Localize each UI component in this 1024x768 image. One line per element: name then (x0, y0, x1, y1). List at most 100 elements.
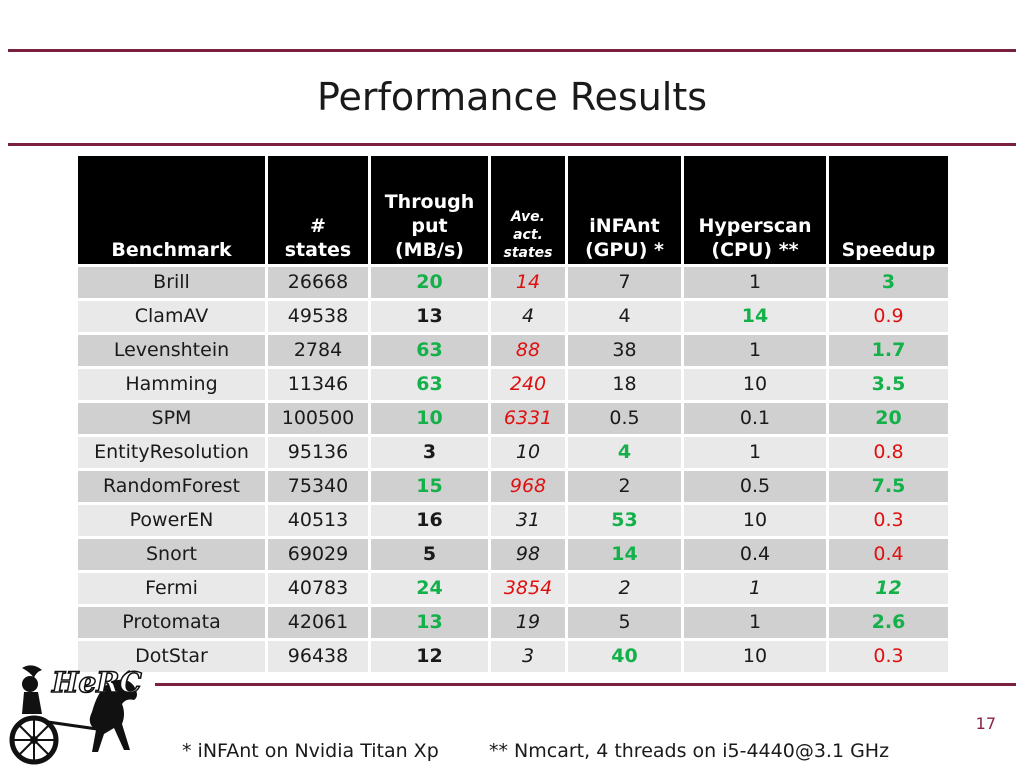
cell-hyperscan: 1 (681, 434, 829, 471)
logo-text: HeRC (51, 666, 143, 699)
cell-ave-act-states: 19 (488, 604, 568, 641)
cell-throughput: 63 (368, 332, 491, 369)
cell-states: 11346 (265, 366, 371, 403)
cell-benchmark: PowerEN (75, 502, 268, 539)
cell-hyperscan: 14 (681, 298, 829, 335)
footnote-gpu: * iNFAnt on Nvidia Titan Xp (182, 740, 439, 762)
cell-benchmark: ClamAV (75, 298, 268, 335)
page-number: 17 (975, 714, 996, 733)
cell-speedup: 0.4 (826, 536, 951, 573)
cell-speedup: 7.5 (826, 468, 951, 505)
cell-infant: 2 (565, 570, 684, 607)
cell-hyperscan: 1 (681, 604, 829, 641)
cell-speedup: 0.8 (826, 434, 951, 471)
cell-infant: 18 (565, 366, 684, 403)
cell-throughput: 20 (368, 264, 491, 301)
table-row: DotStar 96438 12 3 40 10 0.3 (75, 638, 951, 675)
top-rule (8, 49, 1016, 52)
cell-throughput: 24 (368, 570, 491, 607)
cell-infant: 4 (565, 298, 684, 335)
table-row: ClamAV 49538 13 4 4 14 0.9 (75, 298, 951, 335)
cell-infant: 38 (565, 332, 684, 369)
cell-throughput: 3 (368, 434, 491, 471)
cell-benchmark: EntityResolution (75, 434, 268, 471)
table-row: Fermi 40783 24 3854 2 1 12 (75, 570, 951, 607)
cell-infant: 7 (565, 264, 684, 301)
cell-states: 26668 (265, 264, 371, 301)
footnote-cpu: ** Nmcart, 4 threads on i5-4440@3.1 GHz (489, 740, 890, 762)
cell-states: 2784 (265, 332, 371, 369)
cell-speedup: 12 (826, 570, 951, 607)
cell-throughput: 5 (368, 536, 491, 573)
cell-states: 96438 (265, 638, 371, 675)
cell-states: 49538 (265, 298, 371, 335)
cell-speedup: 0.3 (826, 638, 951, 675)
cell-infant: 53 (565, 502, 684, 539)
cell-ave-act-states: 10 (488, 434, 568, 471)
cell-benchmark: RandomForest (75, 468, 268, 505)
herc-chariot-logo: HeRC (9, 665, 143, 765)
cell-speedup: 0.9 (826, 298, 951, 335)
performance-table: Benchmark # states Through put (MB/s) Ave. a… (75, 153, 951, 675)
cell-infant: 0.5 (565, 400, 684, 437)
cell-states: 40783 (265, 570, 371, 607)
cell-benchmark: Protomata (75, 604, 268, 641)
cell-throughput: 13 (368, 298, 491, 335)
cell-speedup: 0.3 (826, 502, 951, 539)
table-row: SPM 100500 10 6331 0.5 0.1 20 (75, 400, 951, 437)
header-states: # states (265, 153, 371, 267)
cell-benchmark: DotStar (75, 638, 268, 675)
cell-speedup: 3.5 (826, 366, 951, 403)
cell-ave-act-states: 14 (488, 264, 568, 301)
cell-ave-act-states: 6331 (488, 400, 568, 437)
cell-ave-act-states: 968 (488, 468, 568, 505)
cell-states: 69029 (265, 536, 371, 573)
header-ave-act-states: Ave. act. states (488, 153, 568, 267)
table-row: Hamming 11346 63 240 18 10 3.5 (75, 366, 951, 403)
cell-infant: 40 (565, 638, 684, 675)
cell-states: 75340 (265, 468, 371, 505)
cell-benchmark: Brill (75, 264, 268, 301)
cell-infant: 2 (565, 468, 684, 505)
cell-hyperscan: 10 (681, 502, 829, 539)
cell-states: 42061 (265, 604, 371, 641)
cell-speedup: 2.6 (826, 604, 951, 641)
cell-benchmark: Hamming (75, 366, 268, 403)
footer-rule (155, 683, 1016, 686)
title-underline-rule (8, 143, 1016, 146)
cell-speedup: 3 (826, 264, 951, 301)
table-row: Brill 26668 20 14 7 1 3 (75, 264, 951, 301)
cell-states: 100500 (265, 400, 371, 437)
cell-ave-act-states: 88 (488, 332, 568, 369)
cell-hyperscan: 0.1 (681, 400, 829, 437)
cell-throughput: 12 (368, 638, 491, 675)
cell-ave-act-states: 3854 (488, 570, 568, 607)
cell-benchmark: Fermi (75, 570, 268, 607)
cell-hyperscan: 1 (681, 570, 829, 607)
table-row: Snort 69029 5 98 14 0.4 0.4 (75, 536, 951, 573)
cell-hyperscan: 0.4 (681, 536, 829, 573)
header-hyperscan-cpu: Hyperscan (CPU) ** (681, 153, 829, 267)
cell-throughput: 13 (368, 604, 491, 641)
cell-speedup: 1.7 (826, 332, 951, 369)
cell-hyperscan: 10 (681, 638, 829, 675)
cell-infant: 14 (565, 536, 684, 573)
cell-ave-act-states: 98 (488, 536, 568, 573)
cell-infant: 4 (565, 434, 684, 471)
table-row: Protomata 42061 13 19 5 1 2.6 (75, 604, 951, 641)
cell-benchmark: Levenshtein (75, 332, 268, 369)
cell-ave-act-states: 3 (488, 638, 568, 675)
slide-title: Performance Results (316, 75, 708, 119)
header-throughput: Through put (MB/s) (368, 153, 491, 267)
cell-ave-act-states: 31 (488, 502, 568, 539)
table-row: Levenshtein 2784 63 88 38 1 1.7 (75, 332, 951, 369)
table-header-row: Benchmark # states Through put (MB/s) Ave. a… (75, 153, 951, 267)
cell-hyperscan: 0.5 (681, 468, 829, 505)
cell-states: 95136 (265, 434, 371, 471)
cell-throughput: 16 (368, 502, 491, 539)
table-row: PowerEN 40513 16 31 53 10 0.3 (75, 502, 951, 539)
cell-infant: 5 (565, 604, 684, 641)
header-speedup: Speedup (826, 153, 951, 267)
cell-throughput: 10 (368, 400, 491, 437)
cell-benchmark: Snort (75, 536, 268, 573)
